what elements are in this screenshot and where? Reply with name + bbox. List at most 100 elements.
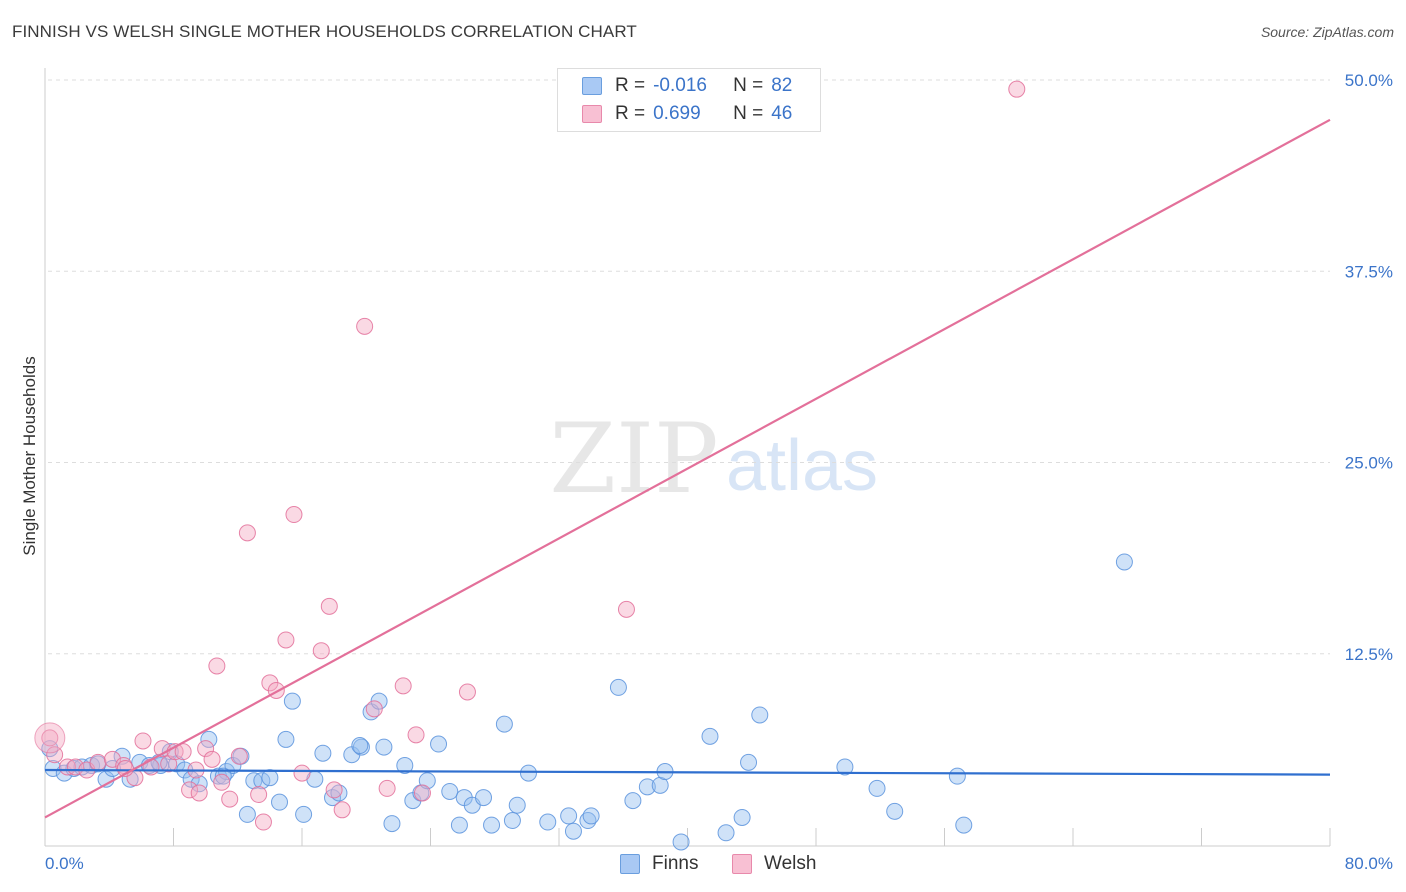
welsh-point [293,764,311,782]
finns-point [430,735,448,753]
welsh-point [142,758,160,776]
finns-point [609,678,627,696]
welsh-point [285,506,303,524]
welsh-point [320,597,338,615]
finns-point [886,802,904,820]
welsh-point [394,677,412,695]
welsh-point [190,784,208,802]
legend-item-welsh[interactable]: Welsh [732,852,816,876]
welsh-swatch [582,105,602,123]
finns-legend-swatch [620,854,640,874]
finns-point [483,816,501,834]
welsh-point [208,657,226,675]
welsh-point [230,747,248,765]
finns-point [955,816,973,834]
finns-point [396,756,414,774]
finns-point [579,812,597,830]
finns-point [1115,553,1133,571]
finns-point [539,813,557,831]
finns-point [190,775,208,793]
finns-point [283,692,301,710]
finns-point [261,769,279,787]
y-tick-label: 12.5% [1345,645,1393,664]
finns-n-value: 82 [771,75,793,96]
welsh-r-value: 0.699 [653,103,701,124]
finns-r-value: -0.016 [653,75,707,96]
welsh-point [213,773,231,791]
welsh-point [134,732,152,750]
finns-point [44,760,62,777]
welsh-point [458,683,476,701]
chart-title: FINNISH VS WELSH SINGLE MOTHER HOUSEHOLD… [12,22,637,41]
welsh-legend-swatch [732,854,752,874]
finns-point [508,796,526,814]
finns-point [948,767,966,785]
finns-point [375,738,393,756]
x-tick-label-max: 80.0% [1345,854,1393,873]
finns-point [441,782,459,800]
y-tick-label: 50.0% [1345,71,1393,90]
welsh-point [413,784,431,802]
finns-point [103,760,121,777]
source-label: Source: ZipAtlas.com [1260,24,1394,40]
r-label: R = [615,103,646,124]
legend-item-finns[interactable]: Finns [620,852,698,876]
welsh-point [277,631,295,649]
finns-point [330,784,348,802]
y-tick-label: 25.0% [1345,454,1393,473]
n-label: N = [733,103,764,124]
welsh-point [197,740,215,758]
finns-legend-label: Finns [652,853,699,874]
finns-point [238,805,256,823]
finns-point [740,753,758,771]
correlation-legend: R = -0.016 N = 82 R = 0.699 N = 46 [557,68,821,132]
trend-lines [44,118,1331,819]
welsh-point [1008,80,1026,98]
finns-point [868,779,886,797]
welsh-point [325,781,343,799]
y-axis-title: Single Mother Households [20,356,39,555]
y-tick-label: 37.5% [1345,262,1393,281]
finns-point [277,730,295,748]
welsh-point [221,790,239,808]
finns-point [503,812,521,830]
finns-point [351,737,369,755]
welsh-point [254,813,272,831]
finns-point [733,808,751,826]
welsh-point [365,700,383,718]
watermark-zip: ZIP [549,403,718,515]
welsh-point-large [34,722,66,754]
finns-point [200,730,218,748]
welsh-point [407,726,425,744]
x-tick-label-min: 0.0% [45,854,84,873]
finns-point [560,807,578,825]
finns-point [751,706,769,724]
finns-point [672,833,690,851]
finns-point [295,805,313,823]
legend-row-welsh: R = 0.699 N = 46 [582,103,792,125]
finns-point [383,815,401,833]
finns-points [41,553,1133,851]
welsh-point [617,600,635,618]
legend-row-finns: R = -0.016 N = 82 [582,75,792,97]
welsh-point [250,786,268,804]
tick-labels: 12.5% 25.0% 37.5% 50.0% 0.0% 80.0% Single Moth… [20,71,1393,873]
finns-point [450,816,468,834]
welsh-point [356,317,374,335]
welsh-point [238,524,256,542]
welsh-point [312,642,330,660]
finns-point [717,824,735,842]
finns-point [836,758,854,776]
finns-point [582,807,600,825]
finns-point [519,764,537,782]
welsh-point [89,753,107,771]
finns-point [624,792,642,810]
welsh-point [333,801,351,819]
welsh-legend-label: Welsh [764,853,817,874]
finns-point [271,793,289,811]
finns-point [475,789,493,807]
welsh-trend-line [44,118,1331,819]
welsh-point [41,729,59,747]
finns-point [495,715,513,733]
